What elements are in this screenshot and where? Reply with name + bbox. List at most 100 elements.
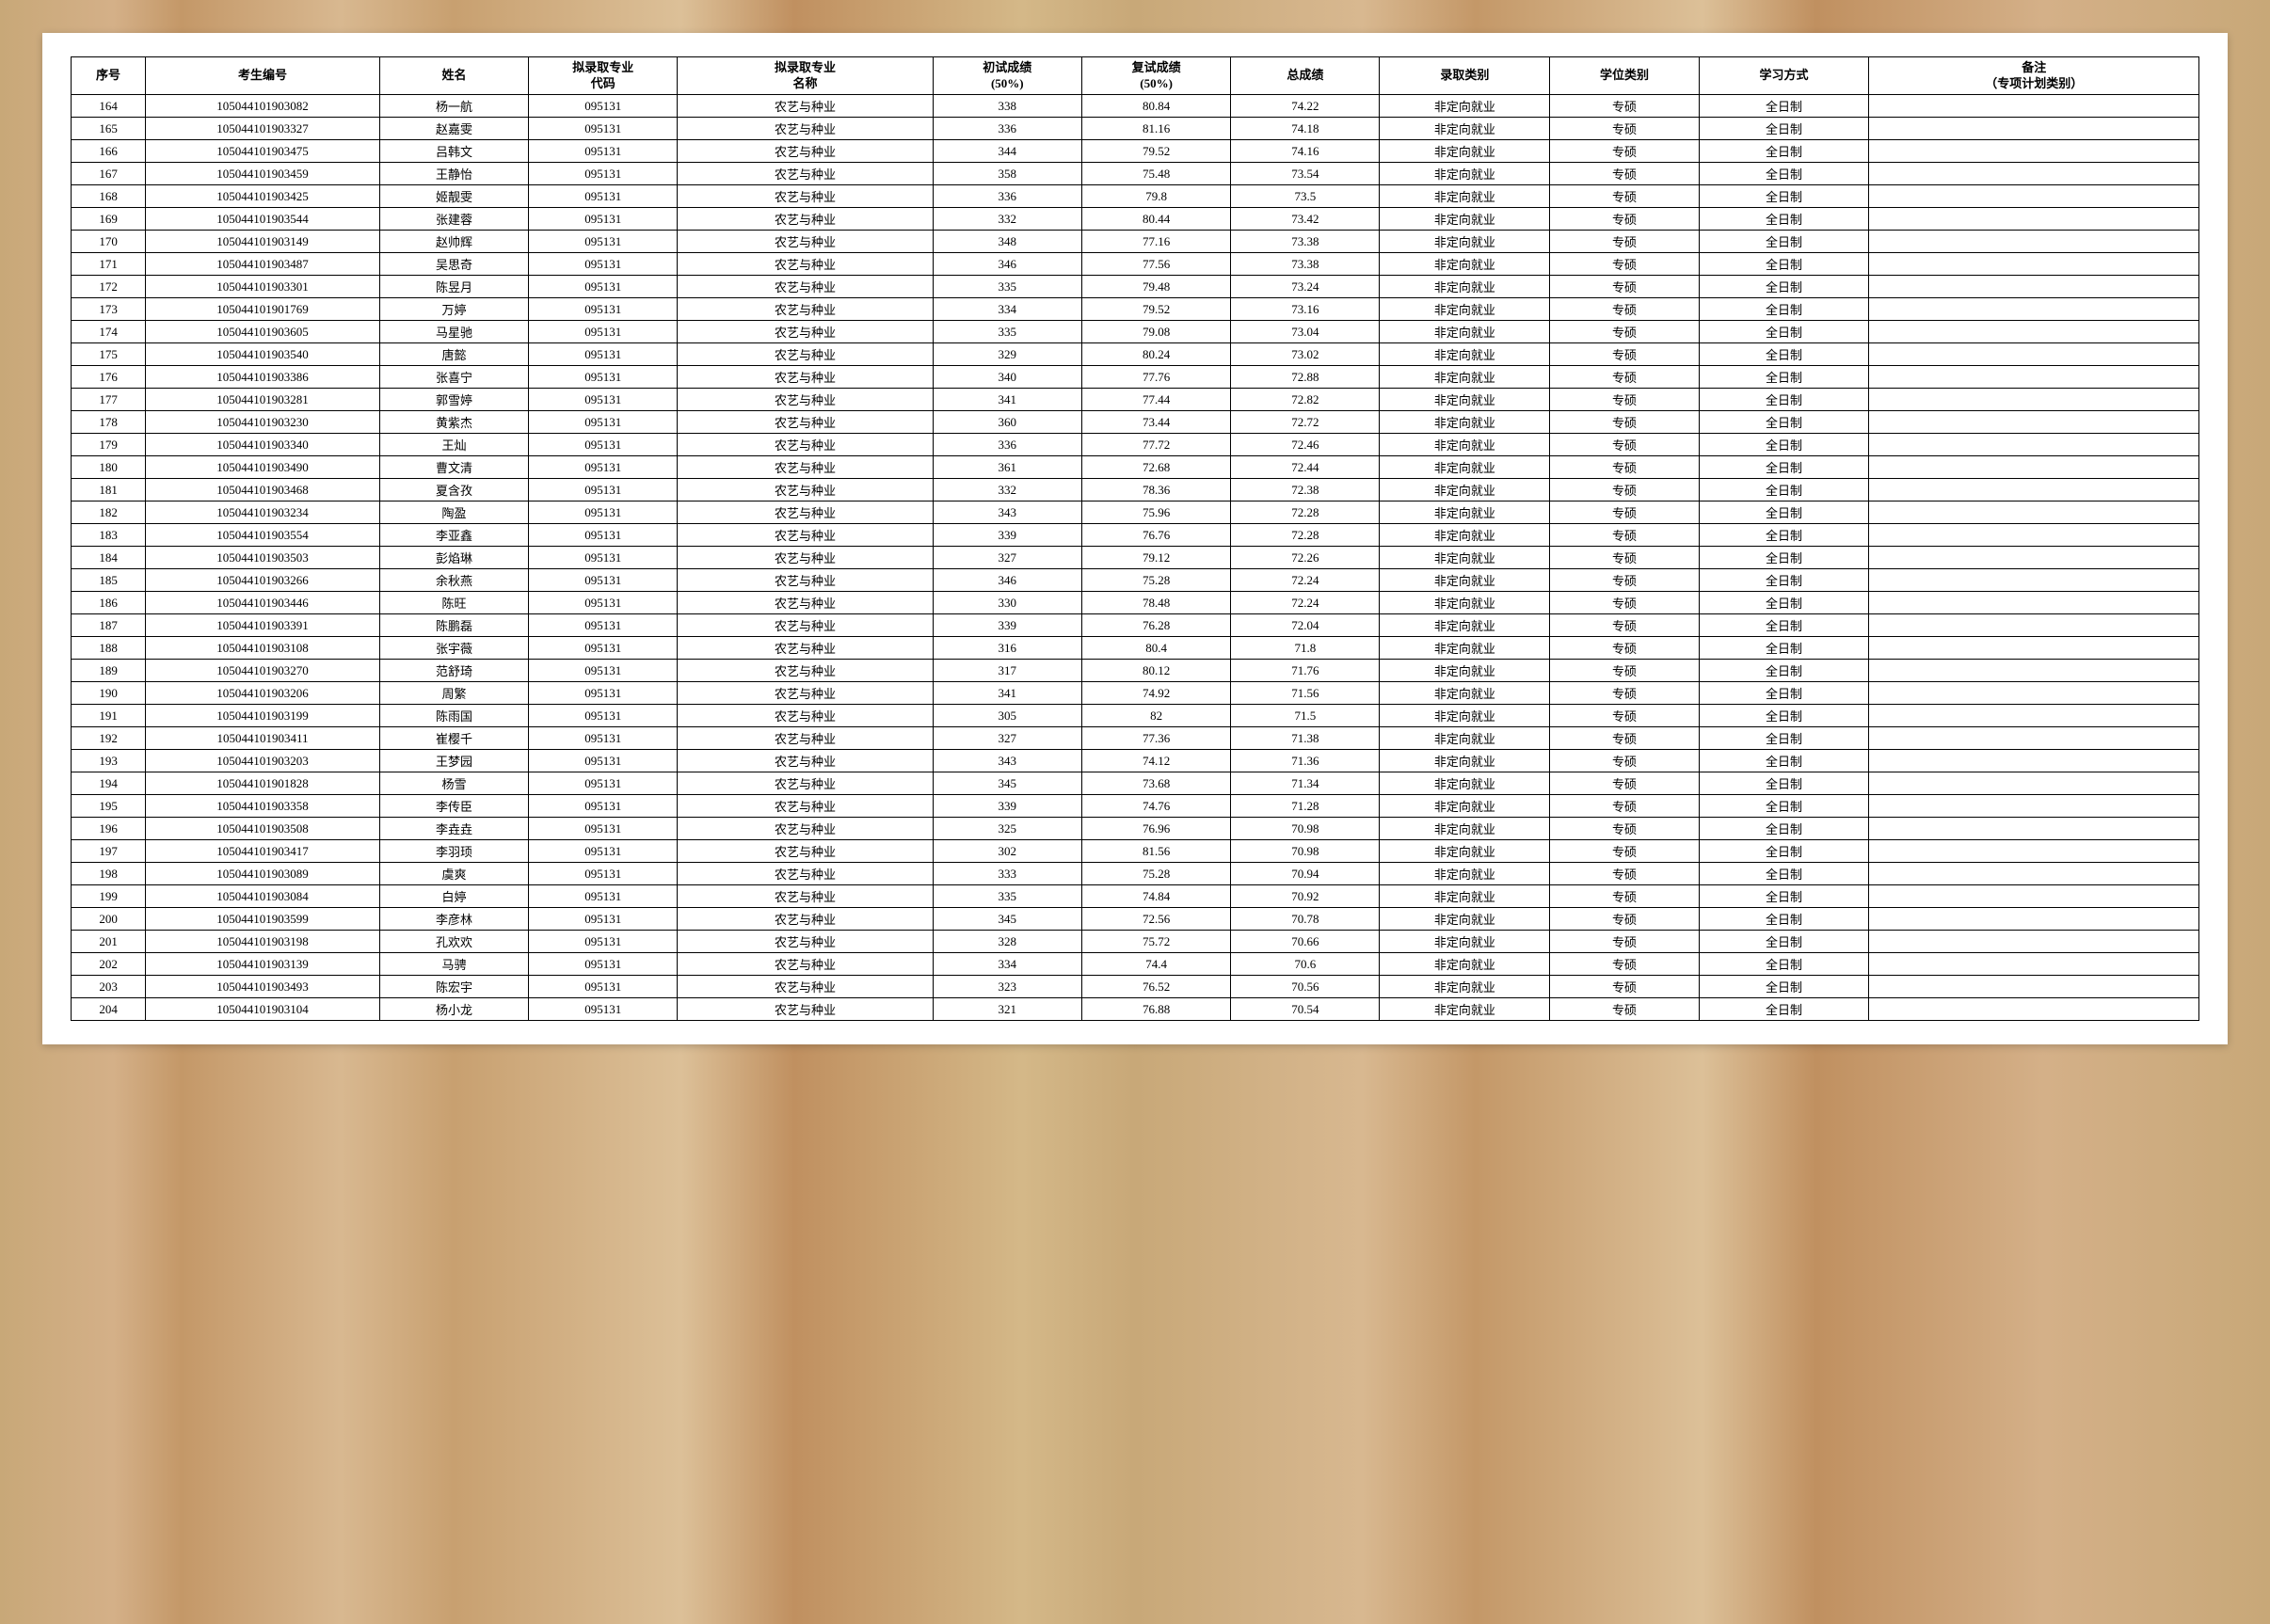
cell-admit: 非定向就业: [1380, 795, 1550, 818]
cell-code: 095131: [529, 118, 678, 140]
cell-seq: 176: [72, 366, 146, 389]
table-row: 195105044101903358李传臣095131农艺与种业33974.76…: [72, 795, 2199, 818]
cell-code: 095131: [529, 976, 678, 998]
cell-name: 李亚鑫: [379, 524, 528, 547]
header-examid: 考生编号: [146, 57, 380, 95]
cell-s1: 345: [933, 908, 1081, 931]
cell-admit: 非定向就业: [1380, 343, 1550, 366]
cell-seq: 170: [72, 231, 146, 253]
cell-remark: [1869, 276, 2199, 298]
cell-s1: 325: [933, 818, 1081, 840]
cell-remark: [1869, 953, 2199, 976]
cell-name: 黄紫杰: [379, 411, 528, 434]
table-row: 198105044101903089虞爽095131农艺与种业33375.287…: [72, 863, 2199, 885]
cell-s2: 81.16: [1081, 118, 1230, 140]
cell-remark: [1869, 547, 2199, 569]
table-body: 164105044101903082杨一航095131农艺与种业33880.84…: [72, 95, 2199, 1021]
cell-seq: 190: [72, 682, 146, 705]
cell-code: 095131: [529, 569, 678, 592]
cell-admit: 非定向就业: [1380, 682, 1550, 705]
cell-id: 105044101903446: [146, 592, 380, 614]
cell-id: 105044101903203: [146, 750, 380, 772]
cell-id: 105044101903386: [146, 366, 380, 389]
table-row: 179105044101903340王灿095131农艺与种业33677.727…: [72, 434, 2199, 456]
cell-name: 马骋: [379, 953, 528, 976]
cell-mode: 全日制: [1699, 276, 1869, 298]
cell-mode: 全日制: [1699, 208, 1869, 231]
cell-s1: 339: [933, 524, 1081, 547]
cell-admit: 非定向就业: [1380, 614, 1550, 637]
cell-degree: 专硕: [1550, 389, 1699, 411]
header-studymode: 学习方式: [1699, 57, 1869, 95]
cell-degree: 专硕: [1550, 863, 1699, 885]
cell-admit: 非定向就业: [1380, 976, 1550, 998]
cell-major: 农艺与种业: [678, 614, 933, 637]
cell-s1: 332: [933, 479, 1081, 502]
cell-seq: 191: [72, 705, 146, 727]
cell-admit: 非定向就业: [1380, 863, 1550, 885]
cell-code: 095131: [529, 163, 678, 185]
cell-admit: 非定向就业: [1380, 208, 1550, 231]
cell-s1: 302: [933, 840, 1081, 863]
cell-admit: 非定向就业: [1380, 163, 1550, 185]
cell-mode: 全日制: [1699, 366, 1869, 389]
cell-total: 72.28: [1231, 524, 1380, 547]
cell-seq: 192: [72, 727, 146, 750]
cell-code: 095131: [529, 185, 678, 208]
cell-seq: 185: [72, 569, 146, 592]
cell-code: 095131: [529, 795, 678, 818]
cell-s1: 327: [933, 727, 1081, 750]
header-majorcode: 拟录取专业代码: [529, 57, 678, 95]
cell-degree: 专硕: [1550, 253, 1699, 276]
cell-mode: 全日制: [1699, 592, 1869, 614]
cell-name: 杨一航: [379, 95, 528, 118]
cell-s2: 81.56: [1081, 840, 1230, 863]
cell-s1: 339: [933, 614, 1081, 637]
cell-s2: 79.08: [1081, 321, 1230, 343]
cell-degree: 专硕: [1550, 682, 1699, 705]
header-firstscore: 初试成绩(50%): [933, 57, 1081, 95]
table-row: 197105044101903417李羽顼095131农艺与种业30281.56…: [72, 840, 2199, 863]
cell-s2: 80.4: [1081, 637, 1230, 660]
cell-id: 105044101903327: [146, 118, 380, 140]
table-row: 167105044101903459王静怡095131农艺与种业35875.48…: [72, 163, 2199, 185]
cell-s1: 336: [933, 118, 1081, 140]
cell-s1: 345: [933, 772, 1081, 795]
cell-id: 105044101903468: [146, 479, 380, 502]
cell-remark: [1869, 411, 2199, 434]
cell-s2: 79.8: [1081, 185, 1230, 208]
cell-seq: 172: [72, 276, 146, 298]
cell-mode: 全日制: [1699, 185, 1869, 208]
table-row: 175105044101903540唐懿095131农艺与种业32980.247…: [72, 343, 2199, 366]
cell-major: 农艺与种业: [678, 727, 933, 750]
cell-s1: 336: [933, 434, 1081, 456]
cell-remark: [1869, 705, 2199, 727]
cell-remark: [1869, 479, 2199, 502]
cell-seq: 174: [72, 321, 146, 343]
cell-name: 曹文清: [379, 456, 528, 479]
cell-mode: 全日制: [1699, 298, 1869, 321]
cell-code: 095131: [529, 276, 678, 298]
cell-mode: 全日制: [1699, 253, 1869, 276]
cell-s2: 73.44: [1081, 411, 1230, 434]
header-name: 姓名: [379, 57, 528, 95]
cell-code: 095131: [529, 772, 678, 795]
cell-s1: 321: [933, 998, 1081, 1021]
cell-total: 70.56: [1231, 976, 1380, 998]
cell-s1: 305: [933, 705, 1081, 727]
cell-degree: 专硕: [1550, 298, 1699, 321]
cell-s2: 80.44: [1081, 208, 1230, 231]
cell-mode: 全日制: [1699, 569, 1869, 592]
cell-seq: 171: [72, 253, 146, 276]
cell-id: 105044101903089: [146, 863, 380, 885]
cell-seq: 182: [72, 502, 146, 524]
cell-id: 105044101903270: [146, 660, 380, 682]
cell-total: 72.28: [1231, 502, 1380, 524]
cell-seq: 195: [72, 795, 146, 818]
cell-s2: 80.84: [1081, 95, 1230, 118]
cell-admit: 非定向就业: [1380, 276, 1550, 298]
cell-major: 农艺与种业: [678, 140, 933, 163]
cell-name: 陈昱月: [379, 276, 528, 298]
cell-admit: 非定向就业: [1380, 818, 1550, 840]
cell-id: 105044101903411: [146, 727, 380, 750]
